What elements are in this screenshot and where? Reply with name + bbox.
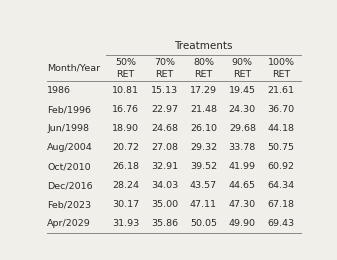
Text: 50%
RET: 50% RET	[115, 58, 136, 79]
Text: 36.70: 36.70	[268, 105, 295, 114]
Text: 47.11: 47.11	[190, 200, 217, 209]
Text: 24.30: 24.30	[229, 105, 256, 114]
Text: 100%
RET: 100% RET	[268, 58, 295, 79]
Text: Apr/2029: Apr/2029	[47, 219, 91, 228]
Text: 44.18: 44.18	[268, 124, 295, 133]
Text: 80%
RET: 80% RET	[193, 58, 214, 79]
Text: 44.65: 44.65	[229, 181, 256, 190]
Text: 1986: 1986	[47, 86, 71, 95]
Text: 28.24: 28.24	[112, 181, 139, 190]
Text: 30.17: 30.17	[112, 200, 139, 209]
Text: Feb/2023: Feb/2023	[47, 200, 91, 209]
Text: 49.90: 49.90	[229, 219, 256, 228]
Text: 18.90: 18.90	[112, 124, 139, 133]
Text: 29.68: 29.68	[229, 124, 256, 133]
Text: 10.81: 10.81	[112, 86, 139, 95]
Text: 39.52: 39.52	[190, 162, 217, 171]
Text: 29.32: 29.32	[190, 143, 217, 152]
Text: 67.18: 67.18	[268, 200, 295, 209]
Text: 69.43: 69.43	[268, 219, 295, 228]
Text: Jun/1998: Jun/1998	[47, 124, 89, 133]
Text: Oct/2010: Oct/2010	[47, 162, 91, 171]
Text: 31.93: 31.93	[112, 219, 139, 228]
Text: 70%
RET: 70% RET	[154, 58, 175, 79]
Text: Aug/2004: Aug/2004	[47, 143, 93, 152]
Text: 35.86: 35.86	[151, 219, 178, 228]
Text: 22.97: 22.97	[151, 105, 178, 114]
Text: Feb/1996: Feb/1996	[47, 105, 91, 114]
Text: 21.61: 21.61	[268, 86, 295, 95]
Text: 34.03: 34.03	[151, 181, 178, 190]
Text: Treatments: Treatments	[174, 41, 233, 51]
Text: 60.92: 60.92	[268, 162, 295, 171]
Text: 20.72: 20.72	[112, 143, 139, 152]
Text: Dec/2016: Dec/2016	[47, 181, 93, 190]
Text: 26.10: 26.10	[190, 124, 217, 133]
Text: 41.99: 41.99	[229, 162, 256, 171]
Text: 27.08: 27.08	[151, 143, 178, 152]
Text: 64.34: 64.34	[268, 181, 295, 190]
Text: 21.48: 21.48	[190, 105, 217, 114]
Text: 47.30: 47.30	[229, 200, 256, 209]
Text: Month/Year: Month/Year	[47, 64, 100, 73]
Text: 17.29: 17.29	[190, 86, 217, 95]
Text: 32.91: 32.91	[151, 162, 178, 171]
Text: 26.18: 26.18	[112, 162, 139, 171]
Text: 90%
RET: 90% RET	[232, 58, 253, 79]
Text: 43.57: 43.57	[190, 181, 217, 190]
Text: 15.13: 15.13	[151, 86, 178, 95]
Text: 16.76: 16.76	[112, 105, 139, 114]
Text: 50.05: 50.05	[190, 219, 217, 228]
Text: 35.00: 35.00	[151, 200, 178, 209]
Text: 24.68: 24.68	[151, 124, 178, 133]
Text: 50.75: 50.75	[268, 143, 295, 152]
Text: 19.45: 19.45	[229, 86, 256, 95]
Text: 33.78: 33.78	[229, 143, 256, 152]
